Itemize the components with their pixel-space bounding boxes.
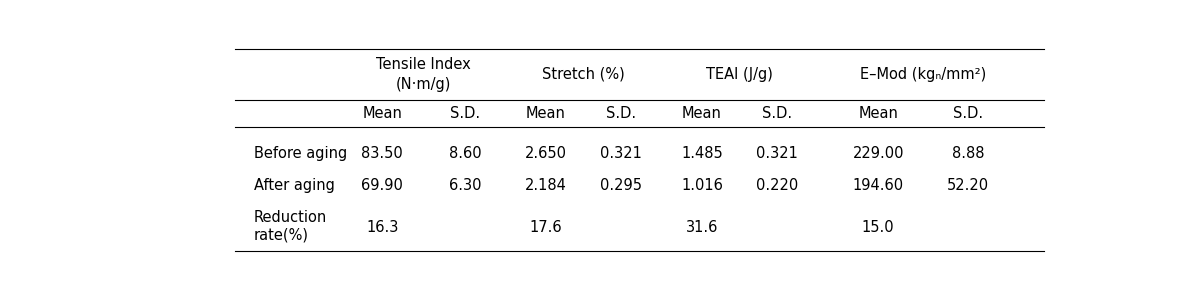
Text: rate(%): rate(%)	[254, 228, 309, 243]
Text: 52.20: 52.20	[947, 178, 989, 193]
Text: S.D.: S.D.	[606, 106, 636, 121]
Text: Tensile Index
(N·m/g): Tensile Index (N·m/g)	[377, 57, 470, 92]
Text: 0.321: 0.321	[600, 146, 642, 161]
Text: 31.6: 31.6	[686, 220, 718, 235]
Text: 16.3: 16.3	[366, 220, 398, 235]
Text: 69.90: 69.90	[361, 178, 403, 193]
Text: Mean: Mean	[683, 106, 722, 121]
Text: Stretch (%): Stretch (%)	[542, 67, 624, 82]
Text: 2.650: 2.650	[525, 146, 566, 161]
Text: Mean: Mean	[363, 106, 402, 121]
Text: 1.485: 1.485	[681, 146, 723, 161]
Text: 229.00: 229.00	[852, 146, 904, 161]
Text: S.D.: S.D.	[450, 106, 480, 121]
Text: 83.50: 83.50	[361, 146, 403, 161]
Text: Before aging: Before aging	[254, 146, 347, 161]
Text: S.D.: S.D.	[762, 106, 793, 121]
Text: TEAI (J/g): TEAI (J/g)	[706, 67, 773, 82]
Text: 0.321: 0.321	[756, 146, 799, 161]
Text: 0.295: 0.295	[600, 178, 642, 193]
Text: E–Mod (kgₙ/mm²): E–Mod (kgₙ/mm²)	[860, 67, 986, 82]
Text: 17.6: 17.6	[530, 220, 562, 235]
Text: After aging: After aging	[254, 178, 334, 193]
Text: 1.016: 1.016	[681, 178, 723, 193]
Text: S.D.: S.D.	[953, 106, 984, 121]
Text: Mean: Mean	[858, 106, 898, 121]
Text: Reduction: Reduction	[254, 210, 327, 225]
Text: 194.60: 194.60	[853, 178, 904, 193]
Text: 2.184: 2.184	[525, 178, 566, 193]
Text: Mean: Mean	[526, 106, 565, 121]
Text: 8.88: 8.88	[952, 146, 985, 161]
Text: 15.0: 15.0	[861, 220, 895, 235]
Text: 8.60: 8.60	[449, 146, 481, 161]
Text: 0.220: 0.220	[756, 178, 799, 193]
Text: 6.30: 6.30	[449, 178, 481, 193]
